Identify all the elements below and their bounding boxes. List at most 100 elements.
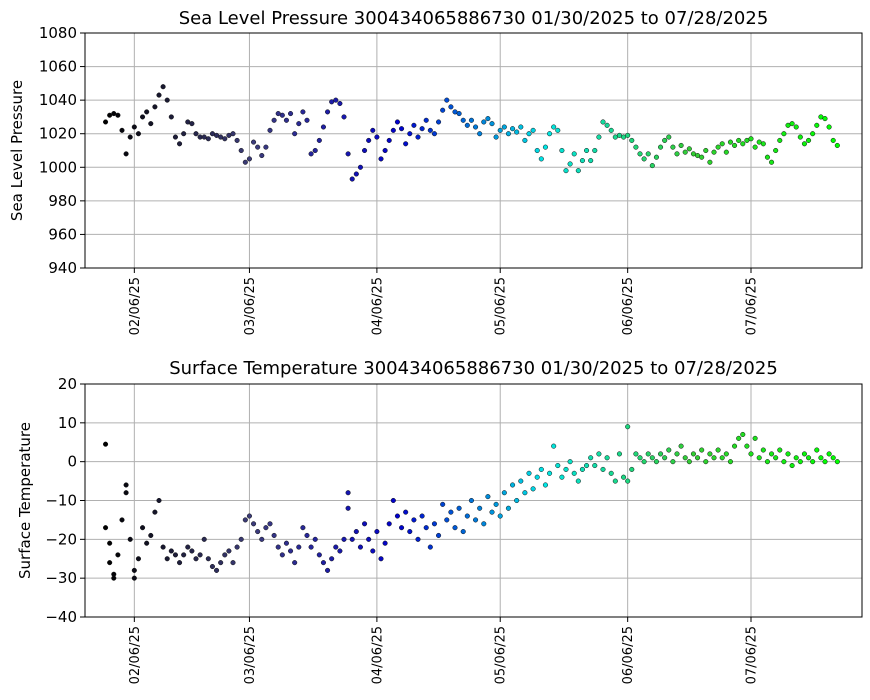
- plot-frame: [84, 32, 863, 269]
- data-point: [140, 525, 146, 531]
- data-point: [386, 521, 392, 527]
- data-point: [357, 544, 363, 550]
- data-point: [164, 97, 170, 103]
- data-point: [316, 552, 322, 558]
- data-point: [682, 149, 688, 155]
- y-tick-label: 940: [48, 259, 77, 277]
- x-tick-label: 05/06/25: [494, 626, 509, 684]
- data-point: [246, 513, 252, 519]
- data-point: [135, 556, 141, 562]
- data-point: [542, 144, 548, 150]
- data-point: [534, 147, 540, 154]
- data-point: [427, 127, 433, 133]
- data-point: [575, 478, 581, 484]
- data-point: [686, 146, 692, 152]
- data-point: [259, 152, 265, 159]
- data-point: [337, 100, 343, 107]
- data-point: [209, 563, 215, 570]
- data-point: [785, 451, 791, 457]
- data-point: [637, 455, 643, 461]
- data-point: [464, 122, 470, 128]
- data-point: [555, 127, 561, 133]
- data-point: [181, 131, 187, 137]
- data-point: [514, 497, 520, 504]
- data-point: [530, 127, 536, 133]
- data-point: [423, 117, 429, 123]
- data-point: [764, 154, 770, 160]
- data-point: [608, 127, 614, 133]
- data-point: [304, 117, 310, 123]
- data-point: [695, 455, 701, 461]
- data-point: [325, 109, 331, 115]
- data-point: [773, 147, 779, 154]
- data-point: [423, 525, 429, 531]
- data-point: [793, 124, 799, 130]
- data-point: [115, 552, 121, 558]
- y-tick-label: 1080: [39, 24, 77, 42]
- data-point: [349, 176, 355, 182]
- y-axis-label: Sea Level Pressure: [8, 80, 26, 221]
- data-point: [460, 117, 466, 123]
- data-point: [172, 134, 178, 140]
- data-point: [304, 532, 310, 539]
- chart-title: Sea Level Pressure 300434065886730 01/30…: [179, 8, 769, 29]
- data-point: [477, 505, 483, 511]
- data-point: [801, 141, 807, 147]
- data-point: [468, 497, 474, 504]
- data-point: [699, 154, 705, 160]
- data-point: [144, 109, 150, 115]
- data-point: [707, 159, 713, 165]
- x-tick-label: 07/06/25: [745, 626, 760, 684]
- data-point: [325, 567, 331, 573]
- data-point: [394, 119, 400, 125]
- data-point: [723, 149, 729, 155]
- chart-title: Surface Temperature 300434065886730 01/3…: [169, 358, 778, 379]
- data-point: [493, 501, 499, 507]
- data-point: [131, 575, 137, 581]
- data-point: [834, 142, 840, 149]
- data-point: [822, 116, 828, 122]
- data-point: [752, 435, 758, 441]
- data-point: [119, 127, 125, 133]
- data-point: [362, 147, 368, 154]
- data-point: [501, 490, 507, 496]
- data-point: [604, 122, 610, 128]
- data-point: [551, 443, 557, 449]
- data-point: [292, 131, 298, 137]
- data-point: [431, 521, 437, 527]
- data-point: [144, 540, 150, 546]
- data-point: [320, 124, 326, 130]
- data-point: [382, 147, 388, 154]
- data-point: [801, 451, 807, 457]
- y-axis-label: Surface Temperature: [16, 422, 34, 579]
- data-point: [818, 455, 824, 461]
- data-point: [255, 529, 261, 535]
- data-point: [152, 104, 158, 110]
- data-point: [415, 536, 421, 542]
- data-point: [246, 156, 252, 162]
- data-point: [440, 107, 446, 113]
- data-point: [555, 463, 561, 469]
- data-point: [407, 131, 413, 137]
- data-point: [666, 447, 672, 453]
- data-point: [493, 134, 499, 140]
- data-point: [641, 459, 647, 465]
- data-point: [727, 459, 733, 465]
- data-point: [312, 147, 318, 154]
- data-point: [674, 151, 680, 157]
- data-point: [394, 513, 400, 519]
- data-point: [567, 161, 573, 167]
- data-point: [645, 151, 651, 157]
- data-point: [584, 463, 590, 469]
- data-point: [641, 156, 647, 162]
- data-point: [719, 141, 725, 147]
- data-point: [242, 517, 248, 523]
- data-point: [168, 548, 174, 554]
- data-point: [806, 455, 812, 461]
- data-point: [547, 131, 553, 137]
- data-point: [670, 459, 676, 465]
- data-point: [103, 441, 109, 447]
- data-point: [534, 474, 540, 480]
- data-point: [489, 121, 495, 127]
- x-tick-label: 04/06/25: [370, 626, 385, 684]
